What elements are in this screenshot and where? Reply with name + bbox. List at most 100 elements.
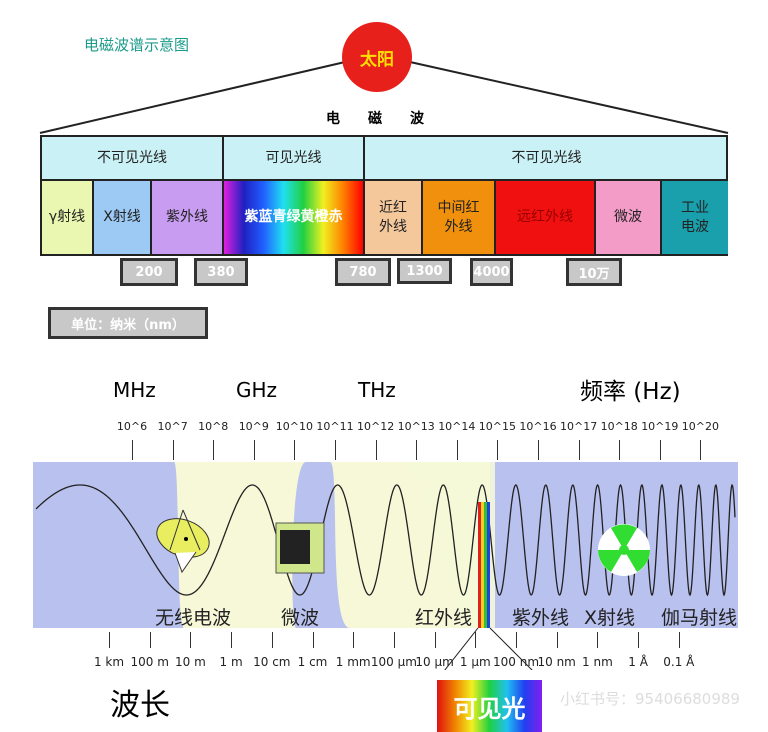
wavelength-tick-label: 1 km [93, 655, 125, 669]
freq-tick [659, 440, 661, 460]
freq-tick [172, 440, 174, 460]
band-radio: 无线电波 [155, 607, 232, 629]
freq-tick [375, 440, 377, 460]
boundary-1300: 1300 [397, 258, 452, 284]
wavelength-tick-label: 10 m [175, 655, 206, 669]
sun-rays [39, 61, 729, 134]
freq-tick [497, 440, 499, 460]
freq-tick-label: 10^12 [356, 420, 395, 433]
freq-tick-label: 10^18 [600, 420, 638, 433]
wavelength-tick-label: 0.1 Å [663, 655, 695, 669]
band-infrared: 红外线 [415, 607, 473, 629]
wavelength-tick [678, 632, 680, 648]
cell-far-ir: 远红外线 [496, 181, 596, 254]
wavelength-tick-label: 100 nm [492, 655, 540, 669]
spectrum-table: 不可见光线 可见光线 不可见光线 γ射线 X射线 紫外线 紫蓝青绿黄橙赤 近红 … [40, 135, 728, 256]
wavelength-tick [434, 632, 436, 648]
header-invisible-left: 不可见光线 [42, 137, 224, 181]
freq-tick [578, 440, 580, 460]
wavelength-tick-label: 1 cm [297, 655, 328, 669]
wavelength-tick-label: 10 μm [415, 655, 454, 669]
wavelength-tick [109, 632, 110, 648]
wavelength-tick-label: 10 nm [537, 655, 576, 669]
band-xray: X射线 [584, 607, 636, 629]
wavelength-tick [475, 632, 477, 648]
freq-tick-label: 10^16 [519, 420, 557, 433]
freq-tick-label: 10^14 [438, 420, 476, 433]
wavelength-tick [190, 632, 192, 648]
freq-tick-label: 10^11 [316, 420, 354, 433]
cell-visible: 紫蓝青绿黄橙赤 [224, 181, 365, 254]
wavelength-tick-label: 10 cm [253, 655, 291, 669]
unit-label: 单位：纳米（nm） [48, 307, 208, 339]
boundary-780: 780 [335, 258, 391, 286]
diagram-title: 电磁波谱示意图 [84, 36, 190, 54]
wavelength-tick [231, 632, 233, 648]
freq-tick [538, 440, 539, 460]
wavelength-tick [149, 632, 151, 648]
freq-tick-label: 10^13 [397, 420, 435, 433]
radiation-icon [598, 524, 650, 576]
cell-industrial: 工业 电波 [662, 181, 728, 254]
spectrum-band [33, 462, 738, 670]
cell-near-ir: 近红 外线 [365, 181, 423, 254]
unit-ghz: GHz [236, 378, 278, 402]
wavelength-tick [597, 632, 599, 648]
boundary-200: 200 [120, 258, 178, 286]
wavelength-tick [312, 632, 314, 648]
freq-tick-label: 10^6 [116, 420, 148, 433]
freq-tick [132, 440, 133, 460]
wavelength-tick-label: 1 m [219, 655, 243, 669]
cell-uv: 紫外线 [152, 181, 224, 254]
wavelength-tick-label: 1 Å [628, 655, 648, 669]
freq-tick-label: 10^10 [275, 420, 313, 433]
freq-tick-label: 10^7 [157, 420, 188, 433]
boundary-380: 380 [194, 258, 248, 286]
freq-tick [416, 440, 418, 460]
wavelength-tick [638, 632, 640, 648]
wavelength-tick [353, 632, 355, 648]
wavelength-tick-label: 1 μm [459, 655, 491, 669]
wavelength-tick-label: 1 mm [335, 655, 371, 669]
header-invisible-right: 不可见光线 [365, 137, 728, 181]
wavelength-tick-label: 1 nm [582, 655, 613, 669]
unit-mhz: MHz [113, 378, 156, 402]
sun-label: 太阳 [360, 49, 394, 70]
unit-thz: THz [358, 378, 396, 402]
freq-tick-label: 10^19 [641, 420, 679, 433]
wavelength-tick-label: 100 m [130, 655, 169, 669]
freq-tick-label: 10^9 [238, 420, 269, 433]
cell-xray: X射线 [94, 181, 152, 254]
wavelength-tick [271, 632, 273, 648]
band-ultraviolet: 紫外线 [512, 607, 570, 629]
wavelength-tick-label: 100 μm [370, 655, 417, 669]
freq-tick [253, 440, 255, 460]
cell-microwave: 微波 [596, 181, 662, 254]
sun: 太阳 [342, 22, 412, 92]
cell-mid-ir: 中间红 外线 [423, 181, 496, 254]
freq-tick [456, 440, 458, 460]
header-visible: 可见光线 [224, 137, 365, 181]
top-caption: 电 磁 波 [326, 111, 424, 127]
boundary-100000: 10万 [566, 258, 622, 286]
freq-tick [700, 440, 702, 460]
freq-tick-label: 10^17 [559, 420, 598, 433]
freq-tick-label: 10^8 [198, 420, 229, 433]
wavelength-axis-label: 波长 [110, 688, 170, 723]
band-microwave: 微波 [281, 607, 320, 629]
freq-tick-label: 10^20 [681, 420, 719, 433]
wavelength-tick [393, 632, 395, 648]
freq-tick [335, 440, 336, 460]
satellite-dish-icon [156, 509, 210, 574]
freq-tick [213, 440, 215, 460]
freq-tick [619, 440, 621, 460]
freq-tick [294, 440, 296, 460]
visible-light-box: 可见光 [437, 680, 542, 732]
band-gamma: 伽马射线 [661, 607, 738, 629]
watermark: 小红书号：95406680989 [560, 690, 740, 708]
boundary-4000: 4000 [470, 258, 513, 286]
wavelength-tick [516, 632, 517, 648]
visible-light-label: 可见光 [453, 694, 526, 723]
microwave-oven-icon [275, 522, 325, 574]
wavelength-tick [556, 632, 558, 648]
